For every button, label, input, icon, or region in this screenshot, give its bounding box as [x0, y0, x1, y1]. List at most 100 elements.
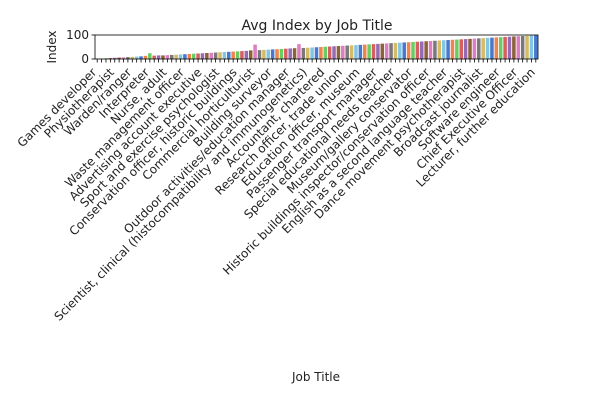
y-tick-label: 100 [66, 28, 89, 42]
bar [438, 41, 442, 59]
bar [271, 49, 275, 59]
bar [495, 37, 499, 59]
bar [174, 55, 178, 59]
bar [354, 45, 358, 59]
bar [433, 41, 437, 59]
bar [192, 54, 196, 59]
chart-title: Avg Index by Job Title [241, 18, 392, 34]
bar [188, 54, 192, 59]
bar [398, 43, 402, 59]
bar [385, 43, 389, 59]
bar [442, 40, 446, 59]
bar [517, 36, 521, 59]
bar [394, 43, 398, 59]
bar [481, 38, 485, 59]
bar [280, 49, 284, 59]
bar [446, 40, 450, 59]
bar [310, 47, 314, 59]
bar [367, 44, 371, 59]
bar [490, 38, 494, 59]
bar [512, 36, 516, 59]
bar [245, 51, 249, 59]
y-axis-label: Index [45, 30, 59, 63]
bar [424, 41, 428, 59]
bar [319, 47, 323, 59]
bar [530, 35, 534, 59]
bar [288, 48, 292, 59]
bar [240, 51, 244, 59]
bar [525, 36, 529, 59]
bar [411, 42, 415, 59]
bar [389, 43, 393, 59]
bar [363, 45, 367, 59]
bar [258, 50, 262, 59]
bar [293, 48, 297, 59]
bar [236, 51, 240, 59]
bar [350, 45, 354, 59]
bar [328, 47, 332, 59]
bar [231, 52, 235, 59]
bar [503, 37, 507, 59]
bar [249, 50, 253, 59]
bar [218, 52, 222, 59]
bar [144, 56, 148, 59]
x-axis: Games developerPhysiotherapistWarden/ran… [15, 59, 538, 324]
bar [464, 39, 468, 59]
bar [477, 38, 481, 59]
bar [161, 55, 165, 59]
bar [508, 37, 512, 59]
x-axis-label: Job Title [291, 370, 340, 384]
bar [455, 40, 459, 59]
bar [302, 48, 306, 59]
bar [183, 54, 187, 59]
bar [179, 54, 183, 59]
bar [297, 44, 301, 59]
bar [315, 47, 319, 59]
bar [407, 42, 411, 59]
bar [376, 44, 380, 59]
bar [372, 44, 376, 59]
bar [451, 40, 455, 59]
bar [148, 53, 152, 59]
bar [275, 49, 279, 59]
bar [337, 46, 341, 59]
bar [420, 41, 424, 59]
bar [341, 46, 345, 59]
bar [332, 46, 336, 59]
bar [345, 46, 349, 59]
bar [429, 41, 433, 59]
bar [201, 53, 205, 59]
bar [486, 38, 490, 59]
y-axis: 0 100 [66, 28, 95, 66]
y-tick-label: 0 [81, 52, 89, 66]
bar [324, 47, 328, 59]
bar [166, 55, 170, 59]
bar [157, 55, 161, 59]
bar [359, 45, 363, 59]
bar [205, 53, 209, 59]
bar [499, 37, 503, 59]
bar [381, 44, 385, 59]
bar [416, 42, 420, 59]
bar [209, 53, 213, 59]
bar [262, 50, 266, 59]
bar [267, 50, 271, 59]
bar [459, 39, 463, 59]
bar [152, 56, 156, 59]
bar [170, 55, 174, 59]
bar [227, 52, 231, 59]
bar [534, 35, 538, 59]
bar [306, 48, 310, 59]
bar [223, 52, 227, 59]
bar [473, 39, 477, 59]
bar [284, 49, 288, 59]
bar [402, 42, 406, 59]
bar [253, 45, 257, 59]
bar [196, 53, 200, 59]
bar [468, 39, 472, 59]
bar [214, 53, 218, 59]
bar [521, 36, 525, 59]
plot-area [95, 35, 538, 59]
